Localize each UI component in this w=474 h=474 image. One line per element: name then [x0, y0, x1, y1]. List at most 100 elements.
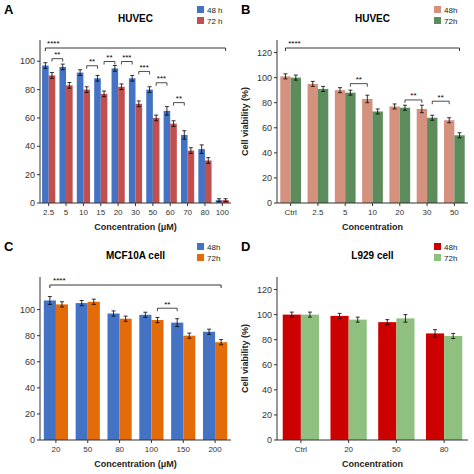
error-bar: [338, 313, 342, 318]
error-bar: [43, 63, 47, 69]
x-tick-label: 200: [208, 445, 222, 454]
bar: [362, 99, 372, 203]
bar: [112, 68, 119, 203]
bars: [42, 63, 229, 203]
y-tick: [274, 364, 277, 365]
x-tick-label: 2.5: [43, 208, 55, 217]
y-tick: [37, 361, 40, 362]
legend-label: 48 h: [207, 6, 223, 15]
legend-label: 48h: [444, 243, 457, 252]
error-bar: [283, 74, 287, 79]
bar: [170, 124, 177, 203]
error-bar: [224, 199, 228, 202]
x-tick-label: 60: [166, 208, 175, 217]
error-bar: [95, 75, 99, 81]
error-bar: [200, 145, 204, 154]
error-bar: [207, 329, 211, 334]
panel-label: B: [241, 2, 250, 17]
error-bar: [338, 88, 342, 93]
x-tick: [118, 203, 119, 206]
y-tick-label: 100: [20, 305, 35, 315]
x-axis-label: Concentration: [342, 459, 403, 469]
x-tick-label: 20: [395, 208, 404, 217]
y-tick: [37, 146, 40, 147]
x-tick: [119, 440, 120, 443]
bar: [171, 323, 183, 440]
x-tick: [215, 440, 216, 443]
error-bar: [356, 317, 360, 322]
bar: [136, 104, 143, 203]
y-tick-label: 80: [25, 85, 35, 95]
y-tick-label: 80: [262, 335, 272, 345]
x-tick: [399, 203, 400, 206]
y-tick: [274, 52, 277, 53]
error-bar: [148, 87, 152, 93]
y-tick-label: 60: [25, 357, 35, 367]
x-tick: [100, 203, 101, 206]
x-tick-label: 150: [177, 445, 191, 454]
bar: [373, 111, 383, 203]
legend-swatch: [434, 17, 441, 24]
bar: [120, 319, 132, 440]
error-bar: [124, 316, 128, 321]
y-tick-label: 40: [25, 383, 35, 393]
error-bar: [85, 87, 89, 93]
significance-label: **: [356, 75, 362, 84]
title: MCF10A cell: [106, 250, 165, 261]
significance-label: ***: [157, 74, 166, 83]
y-tick: [274, 339, 277, 340]
error-bar: [290, 312, 294, 317]
x-tick: [66, 203, 67, 206]
y-axis: [40, 277, 41, 440]
bar: [181, 135, 188, 203]
bar: [42, 66, 49, 203]
y-tick: [37, 61, 40, 62]
error-bar: [61, 64, 65, 70]
bar: [378, 322, 396, 440]
legend-label: 72 h: [207, 17, 223, 26]
error-bar: [447, 118, 451, 123]
x-tick-label: 70: [183, 208, 192, 217]
bar: [129, 78, 136, 203]
x-tick-label: 50: [83, 445, 92, 454]
y-tick: [37, 413, 40, 414]
y-axis-label: Cell viability (%): [240, 324, 250, 393]
bar: [283, 315, 301, 440]
y-tick: [37, 174, 40, 175]
legend-label: 72h: [444, 254, 457, 263]
error-bar: [102, 91, 106, 97]
y-tick: [274, 177, 277, 178]
panel: 0204060801002.551015203050607080100Conce…: [4, 2, 231, 232]
bar: [139, 315, 151, 440]
panel-label: C: [4, 239, 14, 254]
x-tick: [170, 203, 171, 206]
y-tick-label: 0: [30, 198, 35, 208]
bars: [280, 74, 464, 203]
title: L929 cell: [351, 250, 393, 261]
y-tick: [274, 314, 277, 315]
x-tick-label: Ctrl: [295, 445, 308, 454]
y-tick: [37, 89, 40, 90]
y-tick-label: 20: [25, 409, 35, 419]
bar: [427, 118, 437, 203]
panel: 020406080100120Ctrl205080ConcentrationCe…: [240, 239, 468, 469]
bar: [59, 67, 66, 203]
error-bar: [137, 101, 141, 107]
error-bar: [308, 312, 312, 317]
error-bar: [458, 133, 462, 138]
significance-label: **: [89, 57, 95, 66]
error-bar: [67, 83, 71, 89]
y-tick-label: 100: [20, 56, 35, 66]
error-bar: [80, 300, 84, 305]
y-tick: [274, 152, 277, 153]
legend-swatch: [434, 243, 441, 250]
x-tick-label: 10: [368, 208, 377, 217]
x-axis-label: Concentration (μM): [94, 222, 177, 232]
error-bar: [113, 66, 117, 72]
error-bar: [433, 330, 437, 338]
x-tick: [317, 203, 318, 206]
error-bar: [143, 312, 147, 317]
y-tick: [274, 203, 277, 204]
error-bar: [48, 297, 52, 305]
y-tick: [274, 289, 277, 290]
